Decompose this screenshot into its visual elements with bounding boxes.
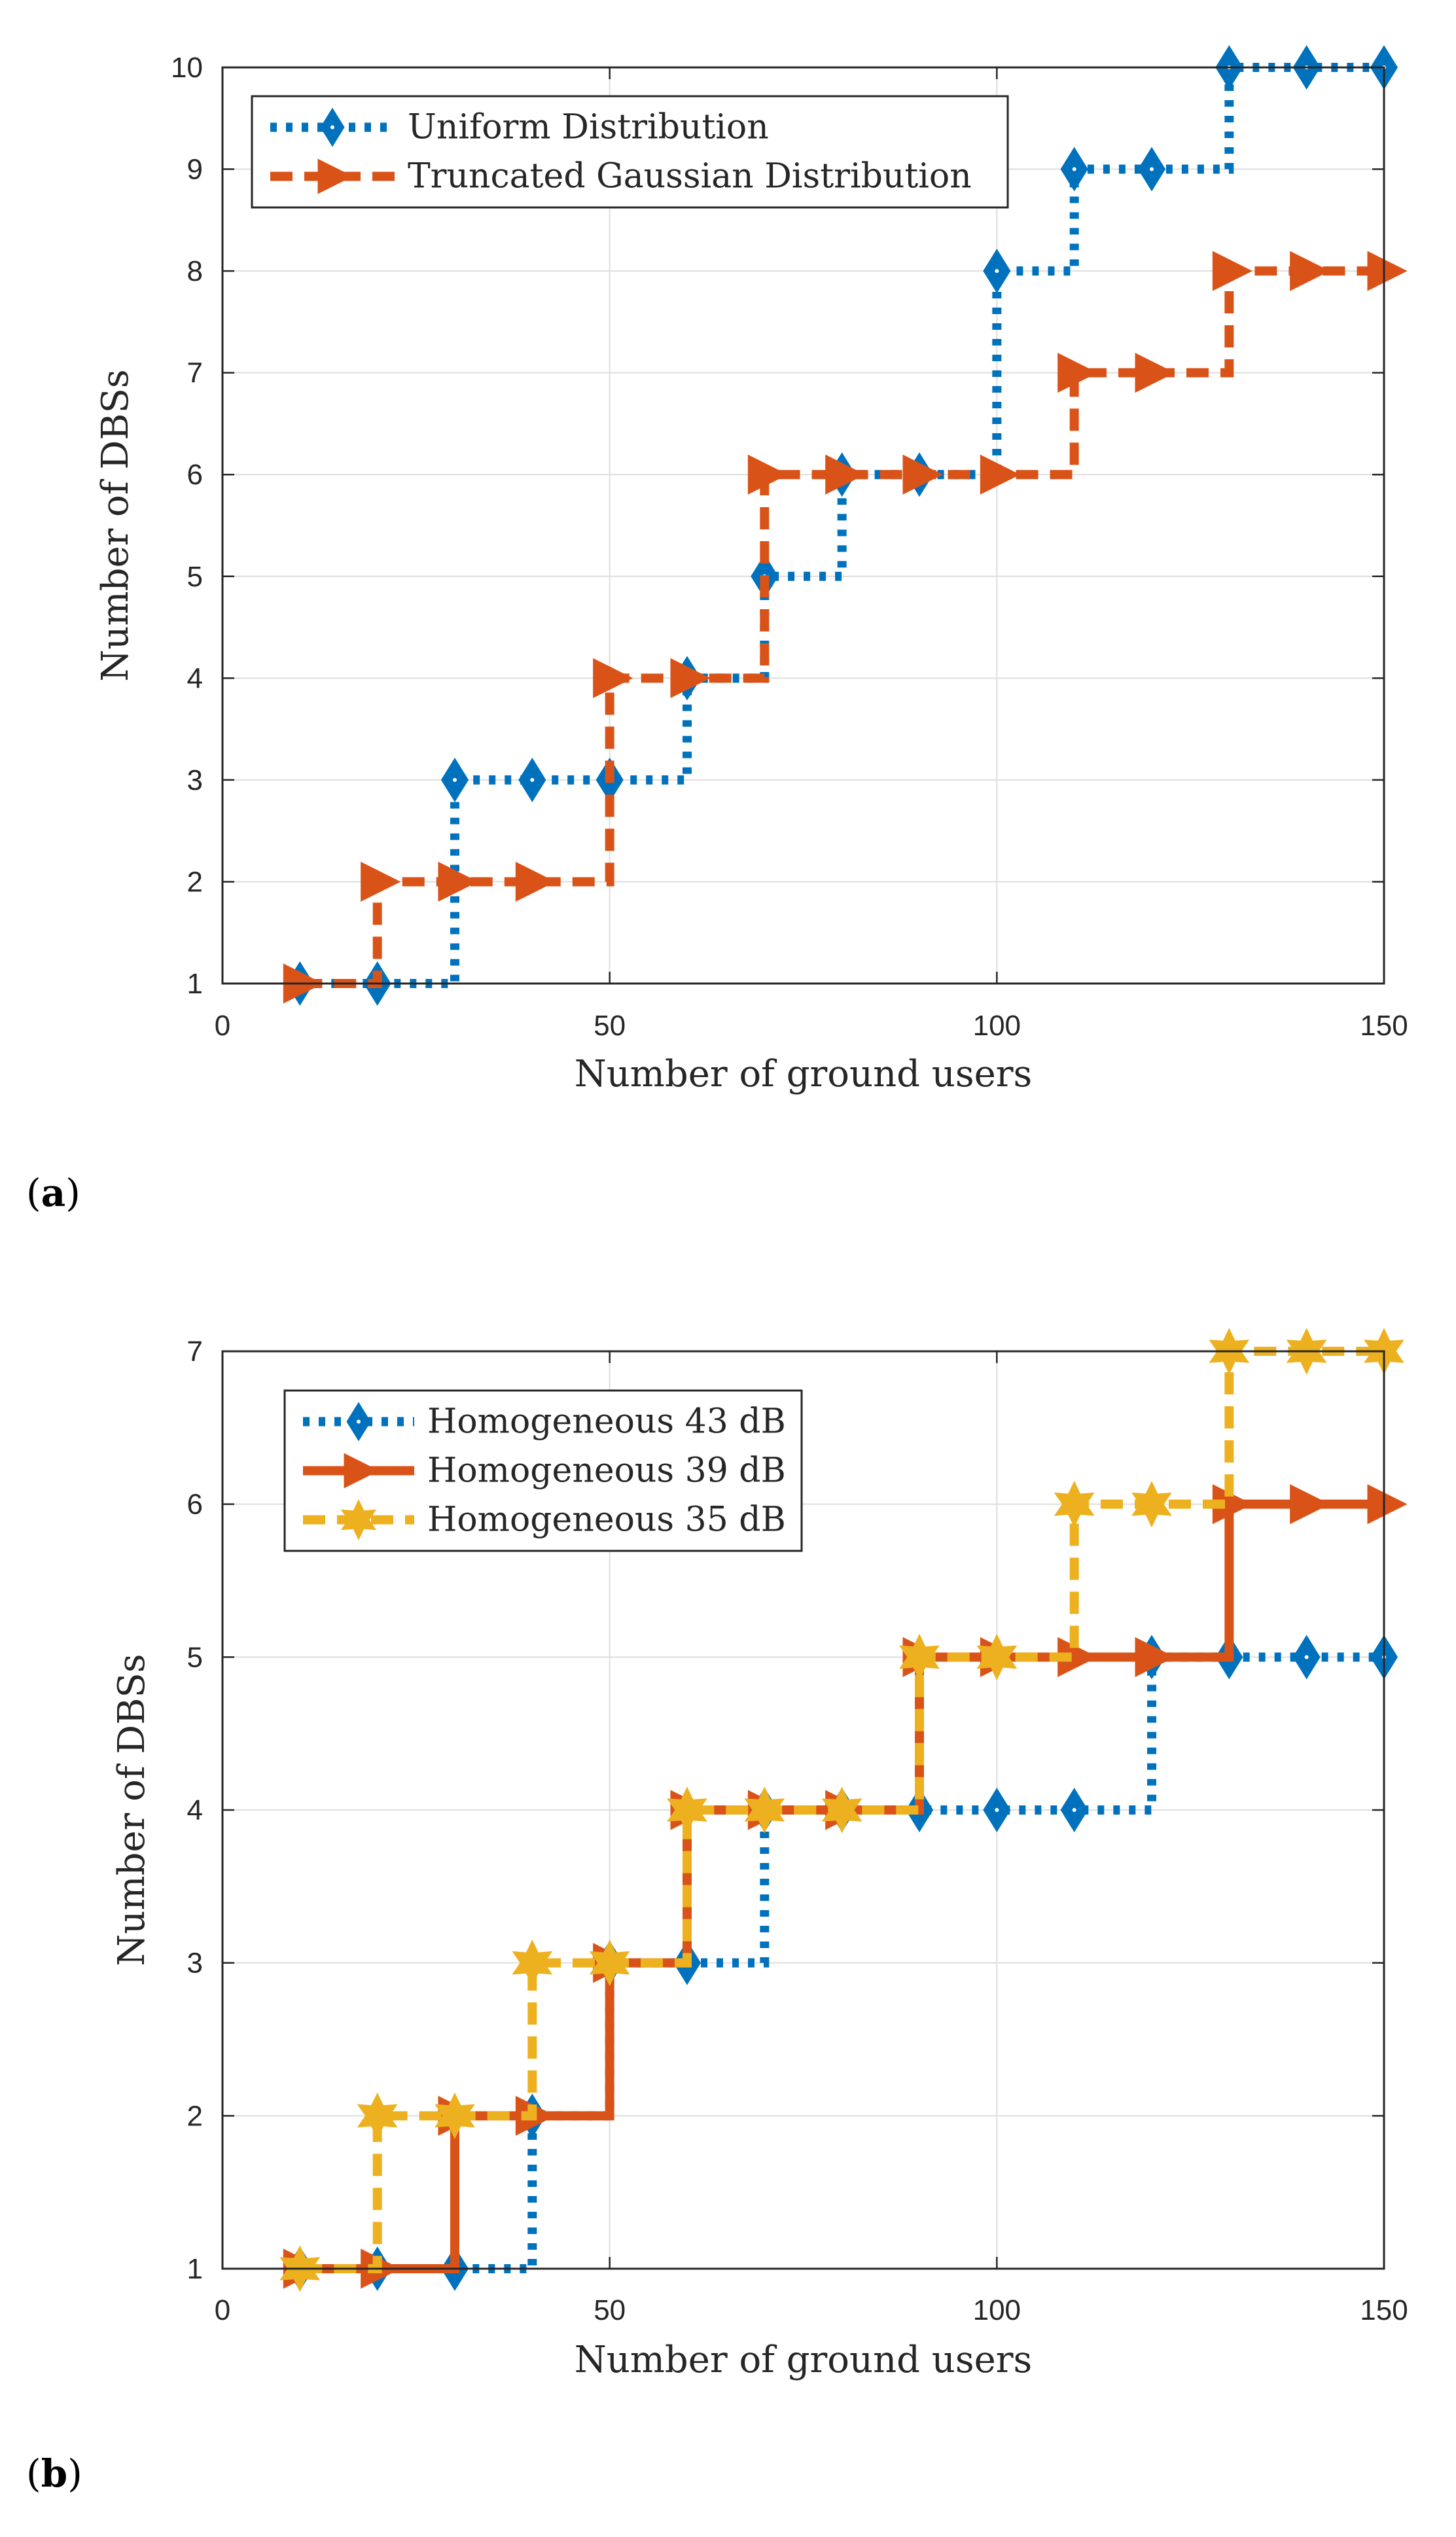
- chart-panel-a: 0 50 100 150 1 2 3 4 5 6 7 8 9 10 Number of ground use…: [26, 45, 1408, 1215]
- data-point: [1054, 1481, 1095, 1528]
- y-tick-label: 9: [187, 154, 203, 186]
- data-point: [902, 454, 943, 495]
- data-point-center: [453, 777, 457, 782]
- data-point: [747, 454, 789, 495]
- data-point: [357, 2092, 398, 2139]
- data-point: [512, 1940, 553, 1987]
- data-point: [1290, 1484, 1330, 1525]
- legend: Uniform Distribution Truncated Gaussian D…: [251, 95, 1009, 209]
- data-point: [980, 454, 1021, 495]
- series-truncated-gaussian-distribution: [283, 251, 1408, 1004]
- data-point-center: [1304, 1655, 1309, 1659]
- data-point: [361, 861, 401, 902]
- data-point: [1367, 251, 1408, 291]
- y-tick-label: 4: [187, 1794, 203, 1826]
- y-tick-label: 3: [187, 1947, 203, 1979]
- panel-label-letter: a: [41, 1171, 66, 1215]
- y-tick-label: 1: [187, 968, 203, 1000]
- y-tick-label: 3: [187, 764, 203, 796]
- plot-area: [222, 67, 1384, 984]
- y-tick-label: 2: [187, 2100, 203, 2132]
- y-tick-label: 7: [187, 357, 203, 389]
- data-point: [435, 2092, 475, 2139]
- x-axis-label: Number of ground users: [575, 1053, 1033, 1095]
- data-point-center: [1072, 1808, 1076, 1812]
- legend: Homogeneous 43 dB Homogeneous 39 dB Homoge…: [283, 1389, 803, 1552]
- y-tick-label: 1: [187, 2253, 203, 2285]
- panel-label-open: (: [26, 2451, 41, 2496]
- x-tick-label: 0: [215, 1010, 230, 1042]
- x-tick-label: 150: [1360, 2294, 1408, 2326]
- data-point: [899, 1633, 940, 1680]
- y-tick-label: 7: [187, 1336, 203, 1368]
- panel-label-close: ): [65, 1171, 80, 1215]
- y-tick-label: 2: [187, 866, 203, 898]
- panel-label-letter: b: [41, 2451, 68, 2496]
- data-point: [593, 658, 633, 698]
- legend-entry-label: Homogeneous 35 dB: [427, 1500, 786, 1540]
- data-point: [821, 1786, 862, 1834]
- panel-label: (a): [26, 1171, 80, 1215]
- legend-marker: [344, 1453, 380, 1489]
- legend-box: [251, 95, 1009, 209]
- data-point: [1367, 1484, 1408, 1525]
- data-point: [1212, 251, 1253, 291]
- data-point: [438, 861, 478, 902]
- data-point: [825, 454, 866, 495]
- ticks: 0 50 100 150 1 2 3 4 5 6 7: [187, 1336, 1408, 2326]
- data-point-center: [1150, 167, 1154, 171]
- data-point: [670, 658, 711, 698]
- legend-entry-label: Uniform Distribution: [408, 108, 769, 147]
- x-axis-label: Number of ground users: [575, 2339, 1033, 2381]
- data-point: [1135, 353, 1175, 393]
- y-tick-label: 8: [187, 255, 203, 287]
- y-tick-label: 5: [187, 1641, 203, 1673]
- legend-entry-label: Truncated Gaussian Distribution: [408, 157, 972, 196]
- axes-frame: [221, 1350, 1385, 2270]
- y-tick-label: 10: [171, 52, 203, 84]
- y-tick-label: 4: [187, 662, 203, 694]
- x-tick-label: 150: [1360, 1010, 1408, 1042]
- y-tick-label: 6: [187, 1489, 203, 1521]
- data-point: [589, 1940, 630, 1987]
- legend-marker: [340, 1499, 377, 1540]
- data-point: [515, 861, 556, 902]
- x-tick-label: 100: [973, 2294, 1021, 2326]
- x-tick-label: 100: [973, 1010, 1021, 1042]
- data-point-center: [995, 269, 999, 274]
- ticks: 0 50 100 150 1 2 3 4 5 6 7 8 9 10: [171, 52, 1408, 1042]
- data-point: [976, 1633, 1018, 1680]
- y-tick-label: 6: [187, 459, 203, 491]
- data-point: [1212, 1484, 1253, 1525]
- x-tick-label: 50: [594, 2294, 626, 2326]
- legend-marker-center: [357, 1419, 361, 1424]
- panel-label-close: ): [67, 2451, 82, 2496]
- data-point: [744, 1786, 785, 1834]
- axes-frame: [221, 66, 1385, 985]
- data-point-center: [530, 777, 535, 782]
- legend-entry-label: Homogeneous 39 dB: [427, 1451, 786, 1491]
- y-tick-label: 5: [187, 561, 203, 593]
- legend-marker: [317, 158, 353, 194]
- series-line: [300, 63, 1384, 988]
- data-point: [1057, 353, 1098, 393]
- data-point: [1135, 1637, 1175, 1677]
- data-point: [667, 1786, 707, 1834]
- chart-panel-b: 0 50 100 150 1 2 3 4 5 6 7 Number of ground users Nu…: [26, 1328, 1408, 2496]
- y-axis-label: Number of DBSs: [94, 369, 137, 681]
- data-point: [1131, 1481, 1172, 1528]
- legend-entry-label: Homogeneous 43 dB: [427, 1402, 786, 1442]
- x-tick-label: 50: [594, 1010, 626, 1042]
- y-axis-label: Number of DBSs: [111, 1654, 153, 1966]
- data-point: [1057, 1637, 1098, 1677]
- data-point-center: [995, 1808, 999, 1812]
- panel-label-open: (: [26, 1171, 41, 1215]
- data-point-center: [1072, 167, 1076, 171]
- data-point: [1290, 251, 1330, 291]
- panel-label: (b): [26, 2451, 82, 2496]
- x-tick-label: 0: [215, 2294, 230, 2326]
- legend-marker-center: [330, 125, 334, 130]
